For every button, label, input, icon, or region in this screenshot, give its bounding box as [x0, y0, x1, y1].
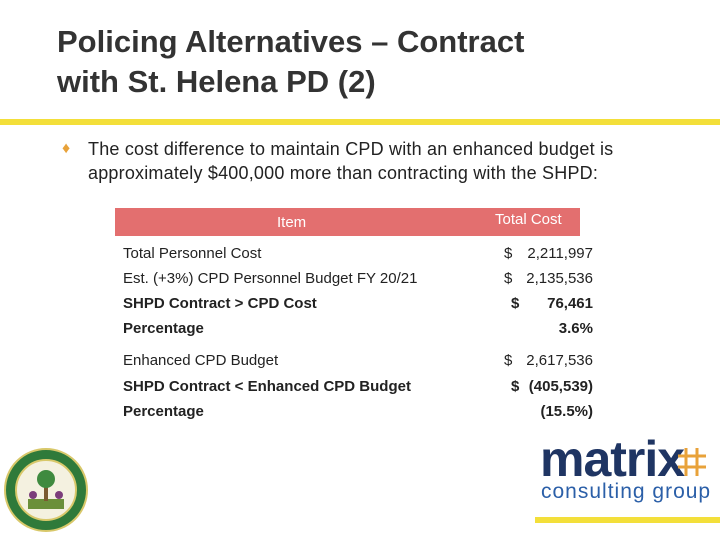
bullet: ♦ The cost difference to maintain CPD wi…: [62, 137, 613, 185]
logo-name: matrix: [540, 431, 685, 487]
divider: [535, 517, 720, 523]
item-cell: Percentage: [123, 320, 204, 337]
table-row: Total Personnel Cost $2,211,997: [123, 245, 593, 267]
column-header: Total Cost: [495, 211, 562, 228]
logo-tagline: consulting group: [541, 480, 712, 503]
currency: $: [504, 352, 513, 369]
bullet-line: approximately $400,000 more than contrac…: [88, 163, 599, 183]
amount-cell: 76,461: [547, 295, 593, 312]
title-line: Policing Alternatives – Contract: [57, 24, 525, 59]
table-header: Item Total Cost: [115, 208, 580, 236]
item-cell: Est. (+3%) CPD Personnel Budget FY 20/21: [123, 270, 418, 287]
amount-cell: 2,135,536: [526, 270, 593, 287]
logo-icon: [678, 448, 706, 476]
currency: $: [504, 270, 513, 287]
column-header: Item: [277, 214, 307, 231]
currency: $: [511, 295, 520, 312]
amount-cell: 2,211,997: [527, 245, 593, 262]
amount-cell: 2,617,536: [526, 352, 593, 369]
bullet-line: The cost difference to maintain CPD with…: [88, 139, 614, 159]
amount-cell: (15.5%): [540, 403, 593, 420]
amount-cell: 3.6%: [558, 320, 593, 337]
table-row: Percentage 3.6%: [123, 320, 593, 342]
item-cell: SHPD Contract > CPD Cost: [123, 295, 317, 312]
table-row: Percentage (15.5%): [123, 403, 593, 425]
currency: $: [511, 378, 520, 395]
item-cell: Total Personnel Cost: [123, 245, 262, 262]
amount-cell: (405,539): [528, 378, 593, 395]
seal: [4, 448, 88, 532]
title-line: with St. Helena PD (2): [57, 64, 376, 99]
title: Policing Alternatives – Contract with St…: [57, 22, 524, 102]
table-row: SHPD Contract > CPD Cost $76,461: [123, 295, 593, 317]
item-cell: Enhanced CPD Budget: [123, 352, 279, 369]
table-row: SHPD Contract < Enhanced CPD Budget $ (405…: [123, 378, 593, 400]
bullet-mark: ♦: [62, 140, 71, 157]
item-cell: Percentage: [123, 403, 204, 420]
table-row: Est. (+3%) CPD Personnel Budget FY 20/21…: [123, 270, 593, 292]
currency: $: [504, 245, 513, 262]
divider: [0, 119, 720, 125]
table-row: Enhanced CPD Budget $2,617,536: [123, 352, 593, 374]
item-cell: SHPD Contract < Enhanced CPD Budget: [123, 378, 411, 395]
